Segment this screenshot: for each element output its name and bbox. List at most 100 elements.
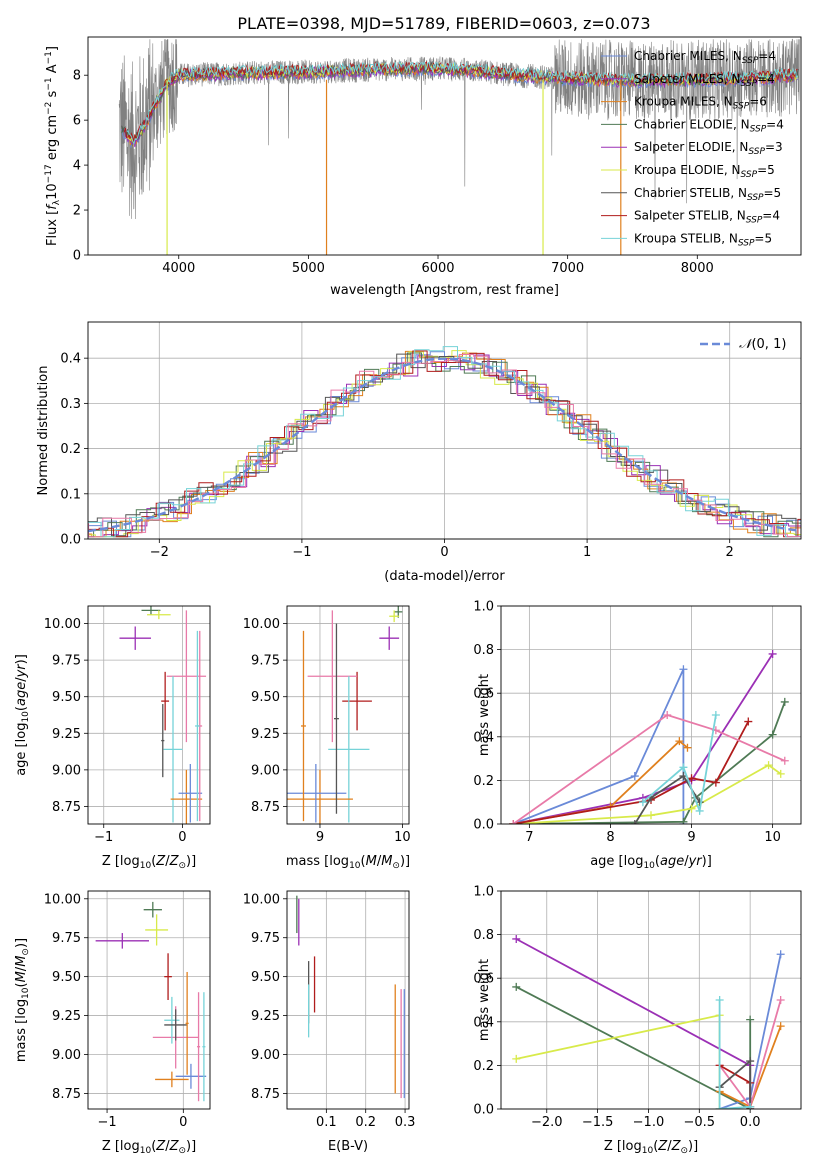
normal-curve-line xyxy=(88,357,799,533)
y-tick-label: 9.00 xyxy=(52,1048,81,1063)
error-bar-point xyxy=(178,764,203,823)
weight-point-marker xyxy=(675,737,684,746)
mass-vs-Z-x-label: Z [log10(Z/Z⊙)] xyxy=(102,1139,196,1156)
residual-histogram xyxy=(88,351,801,538)
weight-series xyxy=(638,711,720,815)
error-bar-point xyxy=(155,1071,189,1088)
weight-vs-age-y-label: mass weight xyxy=(477,674,492,756)
y-tick-label: 9.75 xyxy=(52,654,81,669)
weight-point-marker xyxy=(746,1057,755,1066)
x-tick-label: −0.5 xyxy=(684,1115,716,1130)
error-bar-point xyxy=(195,630,200,822)
spectrum-axes: 4000 5000 6000 7000 8000 0 2 4 6 8 xyxy=(73,69,714,276)
y-tick-label: 0.4 xyxy=(473,1015,494,1030)
age-vs-mass-frame xyxy=(286,605,410,825)
weight-point-marker xyxy=(679,763,688,772)
x-tick-label: 9 xyxy=(316,830,324,845)
y-tick-label: 8.75 xyxy=(251,1087,280,1102)
weight-point-marker xyxy=(776,950,785,959)
x-tick-label: 0.0 xyxy=(740,1115,761,1130)
x-tick-label: 0 xyxy=(440,545,448,560)
y-tick-label: 6 xyxy=(73,114,81,129)
y-tick-label: 8 xyxy=(73,69,81,84)
error-bar-point xyxy=(141,606,161,615)
weight-point-marker xyxy=(711,778,720,787)
x-tick-label: 0 xyxy=(179,1115,187,1130)
y-tick-label: 9.00 xyxy=(251,763,280,778)
y-tick-label: 9.50 xyxy=(52,690,81,705)
legend-entry: Kroupa MILES, NSSP=6 xyxy=(634,95,767,112)
weight-point-marker xyxy=(638,798,647,807)
y-tick-label: 9.00 xyxy=(52,763,81,778)
y-tick-label: 0.8 xyxy=(473,643,494,658)
weight-series xyxy=(715,996,755,1109)
weight-point-marker xyxy=(630,772,639,781)
y-tick-label: 0 xyxy=(73,249,81,264)
y-tick-label: 0.6 xyxy=(473,972,494,987)
error-bar-point xyxy=(301,630,306,822)
y-tick-label: 2 xyxy=(73,204,81,219)
error-bar-point xyxy=(342,671,372,731)
y-tick-label: 9.00 xyxy=(251,1048,280,1063)
weight-point-marker xyxy=(663,711,672,719)
y-tick-label: 0.8 xyxy=(473,928,494,943)
residuals-y-label: Normed distribution xyxy=(36,366,51,496)
error-bar-point xyxy=(197,992,201,1102)
weight-point-marker xyxy=(764,761,773,770)
y-tick-label: 0.2 xyxy=(473,774,494,789)
y-tick-label: 0.3 xyxy=(60,397,81,412)
error-bar-point xyxy=(164,953,172,1000)
x-tick-label: 1 xyxy=(583,545,591,560)
weight-point-marker xyxy=(679,817,688,824)
age-vs-mass-axes: 9 10 8.75 9.00 9.25 9.50 9.75 10.00 xyxy=(243,606,411,845)
age-vs-Z-y-label: age [log10(age/yr)] xyxy=(14,654,31,776)
weight-point-marker xyxy=(715,996,724,1004)
spectrum-legend: Chabrier MILES, NSSP=4 Salpeter MILES, NS… xyxy=(601,49,784,248)
error-bar-point xyxy=(185,971,189,1075)
age-vs-Z-frame xyxy=(87,605,211,825)
model-fit-line xyxy=(126,60,799,146)
weight-point-marker xyxy=(715,1105,724,1109)
legend-entry: Kroupa ELODIE, NSSP=5 xyxy=(634,163,775,180)
residual-histogram xyxy=(88,346,801,538)
weight-series-line xyxy=(515,986,752,1109)
weight-point-marker xyxy=(512,982,521,991)
weight-point-marker xyxy=(776,996,785,1004)
x-tick-label: 10 xyxy=(764,830,781,845)
error-bar-point xyxy=(161,671,170,731)
error-bar-point xyxy=(307,610,358,743)
error-bar-point xyxy=(119,626,151,650)
residual-histogram xyxy=(88,352,801,538)
x-tick-label: 0 xyxy=(178,830,186,845)
residual-histogram xyxy=(88,353,801,537)
y-tick-label: 9.25 xyxy=(52,1009,81,1024)
y-tick-label: 10.00 xyxy=(44,892,81,907)
weight-point-marker xyxy=(711,711,720,719)
x-tick-label: 7000 xyxy=(551,261,584,276)
y-tick-label: 9.75 xyxy=(52,931,81,946)
weight-point-marker xyxy=(780,756,789,765)
weight-vs-age-frame xyxy=(500,605,802,825)
weight-series-line xyxy=(512,714,786,824)
error-bar-point xyxy=(164,1009,188,1041)
weight-vs-age-axes: 7 8 9 10 0.0 0.2 0.4 0.6 0.8 1.0 xyxy=(473,600,801,845)
weight-point-marker xyxy=(776,769,785,778)
y-tick-label: 9.50 xyxy=(251,970,280,985)
error-bar-point xyxy=(164,996,180,1044)
x-tick-label: −2.0 xyxy=(531,1115,563,1130)
weight-series-line xyxy=(718,1000,751,1109)
x-tick-label: 7 xyxy=(525,830,533,845)
error-bar-point xyxy=(389,610,400,623)
y-tick-label: 0.1 xyxy=(60,487,81,502)
x-tick-label: −1 xyxy=(97,1115,116,1130)
legend-entry: Kroupa STELIB, NSSP=5 xyxy=(634,231,772,248)
error-bar-point xyxy=(145,914,169,946)
y-tick-label: 0.0 xyxy=(473,1103,494,1118)
weight-vs-age-x-label: age [log10(age/yr)] xyxy=(590,854,712,871)
weight-point-marker xyxy=(776,1022,785,1031)
x-tick-label: 8 xyxy=(606,830,614,845)
weight-point-marker xyxy=(509,820,518,824)
legend-entry: Salpeter STELIB, NSSP=4 xyxy=(634,209,780,226)
error-bar-point xyxy=(287,769,353,824)
legend-entry: Salpeter MILES, NSSP=4 xyxy=(634,72,775,89)
